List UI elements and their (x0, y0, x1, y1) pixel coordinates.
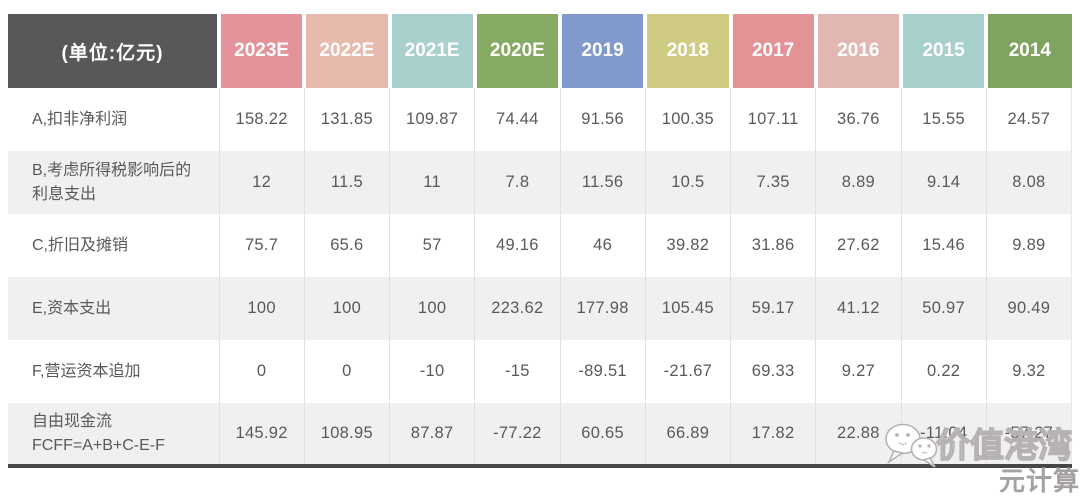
column-header-2017: 2017 (728, 14, 816, 88)
value-cell: 9.27 (815, 340, 901, 403)
value-cell: 39.82 (644, 214, 731, 277)
value-cell: 9.32 (985, 340, 1073, 403)
value-cell: 108.95 (303, 403, 390, 466)
value-cell: -15 (474, 340, 560, 403)
value-cell: 8.08 (985, 151, 1073, 214)
value-cell: 36.76 (815, 88, 901, 151)
value-cell: 100 (388, 277, 475, 340)
value-cell: 41.12 (815, 277, 901, 340)
value-cell: 9.14 (900, 151, 987, 214)
row-label: E,资本支出 (32, 299, 112, 317)
value-cell: 57 (388, 214, 475, 277)
column-header-2016: 2016 (813, 14, 901, 88)
row-label: B,考虑所得税影响后的 利息支出 (32, 161, 192, 203)
value-cell: 10.5 (644, 151, 731, 214)
value-cell: 90.49 (985, 277, 1073, 340)
value-cell: -89.51 (559, 340, 646, 403)
value-cell: -10 (388, 340, 475, 403)
value-cell: 49.16 (474, 214, 560, 277)
value-cell: 59.17 (729, 277, 816, 340)
value-cell: 24.57 (985, 88, 1073, 151)
value-cell: 15.55 (900, 88, 987, 151)
unit-header: (单位:亿元) (8, 14, 219, 88)
value-cell: 11.5 (303, 151, 390, 214)
value-cell: 0.22 (900, 340, 987, 403)
table-row: F,营运资本追加 0 0 -10 -15 -89.51 -21.67 69.33 9.27 0.2… (8, 340, 1073, 403)
value-cell: 22.88 (815, 403, 901, 466)
value-cell: 100.35 (644, 88, 731, 151)
value-cell: 11 (388, 151, 475, 214)
value-cell: -57.27 (985, 403, 1073, 466)
value-cell: -77.22 (474, 403, 560, 466)
value-cell: 17.82 (729, 403, 816, 466)
value-cell: 7.8 (474, 151, 560, 214)
value-cell: 31.86 (729, 214, 816, 277)
column-header-2019: 2019 (557, 14, 646, 88)
table-row: E,资本支出 100 100 100 223.62 177.98 105.45 59.17 41… (8, 277, 1073, 340)
value-cell: 60.65 (559, 403, 646, 466)
value-cell: 65.6 (303, 214, 390, 277)
table-body: A,扣非净利润 158.22 131.85 109.87 74.44 91.56 100.3… (8, 88, 1073, 466)
table-row: 自由现金流 FCFF=A+B+C-E-F 145.92 108.95 87.87 -77.… (8, 403, 1073, 466)
value-cell: 46 (559, 214, 646, 277)
value-cell: 100 (218, 277, 305, 340)
row-label: F,营运资本追加 (32, 362, 141, 380)
value-cell: -11.04 (900, 403, 987, 466)
header-row: (单位:亿元) 2023E 2022E 2021E 2020E 2019 2018 2017… (8, 14, 1072, 88)
column-header-2018: 2018 (643, 14, 731, 88)
fcff-table-page: (单位:亿元) 2023E 2022E 2021E 2020E 2019 2018 2017… (0, 14, 1080, 496)
column-header-2022E: 2022E (302, 14, 390, 88)
value-cell: 109.87 (388, 88, 475, 151)
value-cell: 27.62 (815, 214, 901, 277)
value-cell: 15.46 (900, 214, 987, 277)
value-cell: 131.85 (303, 88, 390, 151)
value-cell: 145.92 (218, 403, 305, 466)
value-cell: 50.97 (900, 277, 987, 340)
column-header-2015: 2015 (898, 14, 987, 88)
value-cell: 100 (303, 277, 390, 340)
table-row: B,考虑所得税影响后的 利息支出 12 11.5 11 7.8 11.56 10.5 7.35 8… (8, 151, 1073, 214)
row-label: 自由现金流 FCFF=A+B+C-E-F (32, 412, 165, 454)
column-header-2014: 2014 (984, 14, 1072, 88)
value-cell: 11.56 (559, 151, 646, 214)
value-cell: 9.89 (985, 214, 1073, 277)
value-cell: 105.45 (644, 277, 731, 340)
value-cell: 69.33 (729, 340, 816, 403)
value-cell: 12 (218, 151, 305, 214)
table-row: A,扣非净利润 158.22 131.85 109.87 74.44 91.56 100.3… (8, 88, 1073, 151)
value-cell: 66.89 (644, 403, 731, 466)
value-cell: 0 (303, 340, 390, 403)
value-cell: 223.62 (474, 277, 560, 340)
value-cell: 7.35 (729, 151, 816, 214)
column-header-2023E: 2023E (216, 14, 305, 88)
table-row: C,折旧及摊销 75.7 65.6 57 49.16 46 39.82 31.86 27.62 1… (8, 214, 1073, 277)
row-label: C,折旧及摊销 (32, 236, 129, 254)
value-cell: 87.87 (388, 403, 475, 466)
value-cell: 75.7 (218, 214, 305, 277)
value-cell: 8.89 (815, 151, 901, 214)
row-label: A,扣非净利润 (32, 110, 128, 128)
value-cell: 0 (218, 340, 305, 403)
value-cell: 158.22 (218, 88, 305, 151)
value-cell: 91.56 (559, 88, 646, 151)
fcff-table: (单位:亿元) 2023E 2022E 2021E 2020E 2019 2018 2017… (8, 14, 1073, 468)
value-cell: 74.44 (474, 88, 560, 151)
value-cell: 177.98 (559, 277, 646, 340)
value-cell: -21.67 (644, 340, 731, 403)
value-cell: 107.11 (729, 88, 816, 151)
column-header-2020E: 2020E (472, 14, 560, 88)
column-header-2021E: 2021E (387, 14, 475, 88)
